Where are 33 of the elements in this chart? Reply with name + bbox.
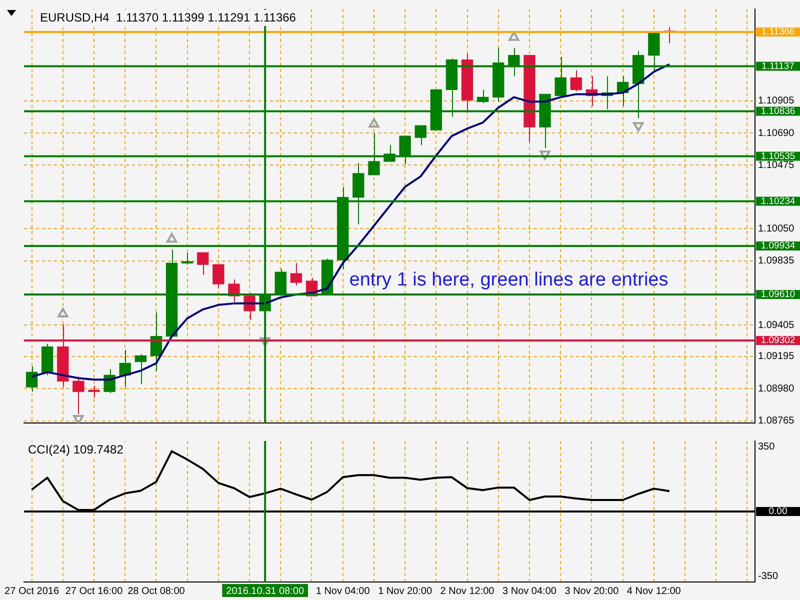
x-tick-label: 1 Nov 04:00: [316, 586, 370, 597]
x-tick-label: 4 Nov 12:00: [626, 586, 682, 597]
x-tick-label: 3 Nov 04:00: [502, 586, 557, 597]
ref-line-label: 1.11366: [761, 26, 795, 38]
y-tick-label: 1.09195: [758, 351, 795, 362]
y-tick-label: 350: [758, 441, 776, 452]
x-tick-label: 3 Nov 20:00: [564, 586, 620, 597]
y-tick-label: 1.08980: [758, 383, 795, 394]
y-tick-label: 1.10475: [758, 160, 795, 171]
ref-line-label: 1.10836: [760, 106, 796, 117]
y-tick-label: 1.10690: [758, 128, 795, 139]
ref-line-label: 1.09302: [760, 335, 796, 346]
ref-line-label: 1.10535: [760, 150, 796, 162]
x-tick-label: 1 Nov 20:00: [378, 586, 432, 597]
x-tick-label: 27 Oct 2016: [4, 586, 60, 597]
x-tick-label: 2 Nov 12:00: [440, 586, 495, 597]
x-tick-label: 27 Oct 16:00: [65, 586, 124, 597]
chart-title: EURUSD,H4 1.11370 1.11399 1.11291 1.11366: [40, 10, 296, 24]
y-tick-label: 1.10905: [758, 96, 795, 107]
ref-line-label: 1.09610: [760, 289, 796, 300]
chart-title: CCI(24) 109.7482: [28, 442, 124, 456]
y-tick-label: 1.09405: [758, 320, 795, 331]
y-tick-label: 1.08765: [758, 416, 795, 427]
y-tick-label: -350: [758, 571, 778, 582]
ref-line-label: 1.11137: [762, 60, 794, 72]
ref-line-label: 0.00: [768, 506, 788, 518]
y-tick-label: 1.10050: [758, 223, 795, 234]
ref-line-label: 1.10234: [760, 196, 796, 207]
x-tick-label: 28 Oct 08:00: [128, 586, 186, 597]
x-tick-label: 2016.10.31 08:00: [226, 586, 304, 597]
ref-line-label: 1.09934: [760, 240, 796, 252]
annotation: entry 1 is here, green lines are entries: [349, 269, 668, 290]
y-tick-label: 1.09835: [758, 256, 795, 267]
